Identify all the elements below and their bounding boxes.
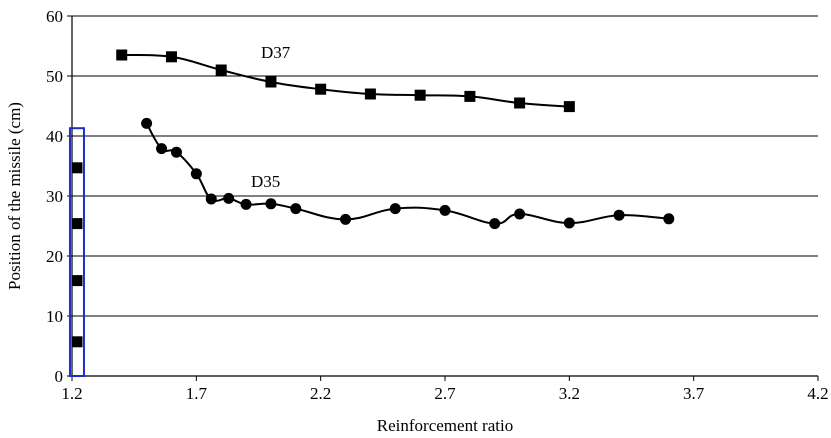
x-tick-label: 2.7 <box>434 384 456 403</box>
series-d35 <box>141 117 675 230</box>
data-point <box>240 198 252 210</box>
y-tick-label: 30 <box>46 187 63 206</box>
y-tick-label: 40 <box>46 127 63 146</box>
data-point <box>414 89 426 101</box>
data-point <box>315 83 327 95</box>
data-point <box>489 218 501 230</box>
data-point <box>290 203 302 215</box>
data-point <box>215 64 227 76</box>
data-point <box>190 168 202 180</box>
data-point <box>439 204 451 216</box>
labels: Reinforcement ratio Position of the miss… <box>5 7 829 435</box>
column-marker <box>71 218 83 230</box>
data-point <box>265 76 277 88</box>
data-point <box>116 49 128 61</box>
column-marker <box>71 162 83 174</box>
data-point <box>141 117 153 129</box>
series-annotation: D35 <box>251 172 280 191</box>
data-point <box>223 192 235 204</box>
data-point <box>613 209 625 221</box>
data-point <box>265 198 277 210</box>
data-point <box>364 88 376 100</box>
data-point <box>464 90 476 102</box>
data-point <box>340 213 352 225</box>
data-point <box>389 203 401 215</box>
reinforcement-column-indicator <box>68 127 85 377</box>
series-line <box>121 53 570 108</box>
x-tick-label: 1.7 <box>186 384 208 403</box>
y-tick-label: 0 <box>55 367 64 386</box>
axes <box>67 15 819 381</box>
x-tick-label: 1.2 <box>61 384 82 403</box>
data-point <box>563 101 575 113</box>
data-point <box>205 193 217 205</box>
data-point <box>156 143 168 155</box>
data-point <box>514 97 526 109</box>
series-d37 <box>116 49 575 113</box>
data-point <box>563 217 575 229</box>
data-point <box>170 146 182 158</box>
y-axis-label: Position of the missile (cm) <box>5 102 24 290</box>
y-tick-label: 50 <box>46 67 63 86</box>
x-tick-label: 4.2 <box>807 384 828 403</box>
x-tick-label: 2.2 <box>310 384 331 403</box>
y-tick-label: 10 <box>46 307 63 326</box>
series-annotation: D37 <box>261 43 291 62</box>
column-marker <box>71 336 83 348</box>
x-tick-label: 3.7 <box>683 384 705 403</box>
column-marker <box>71 275 83 287</box>
x-axis-label: Reinforcement ratio <box>377 416 513 435</box>
x-tick-label: 3.2 <box>559 384 580 403</box>
column-outline <box>68 127 85 377</box>
data-point <box>663 213 675 225</box>
y-tick-label: 20 <box>46 247 63 266</box>
data-point <box>514 208 526 220</box>
data-point <box>165 51 177 63</box>
y-tick-label: 60 <box>46 7 63 26</box>
series-line <box>145 122 669 225</box>
series-layer <box>116 49 675 230</box>
gridlines <box>72 15 818 317</box>
